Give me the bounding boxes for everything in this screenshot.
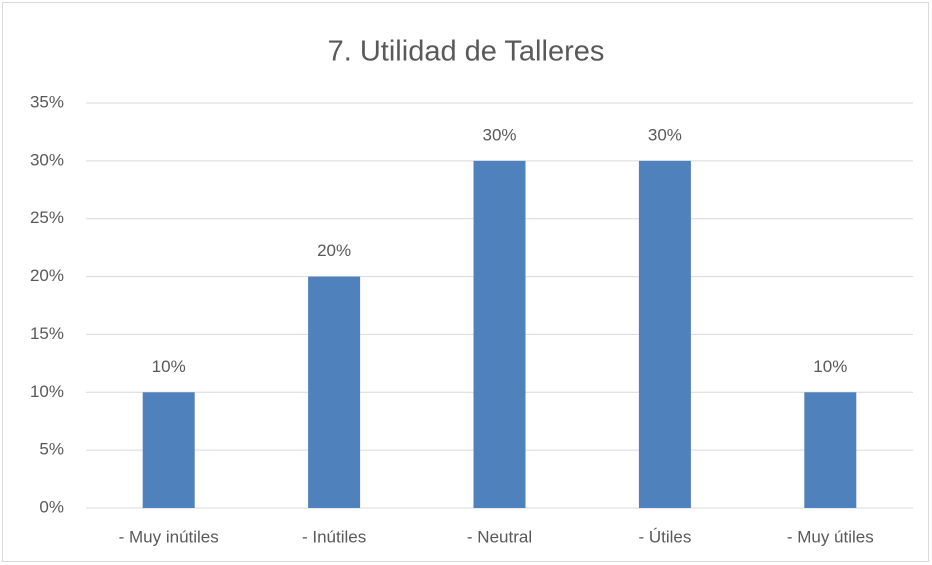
y-tick-label: 35% bbox=[30, 92, 64, 111]
data-label: 30% bbox=[648, 125, 682, 144]
x-tick-label: - Muy útiles bbox=[787, 527, 874, 546]
y-tick-label: 10% bbox=[30, 382, 64, 401]
data-label: 10% bbox=[152, 357, 186, 376]
chart-title: 7. Utilidad de Talleres bbox=[328, 36, 605, 68]
bar bbox=[473, 160, 526, 508]
y-tick-label: 5% bbox=[39, 440, 64, 459]
data-label: 20% bbox=[317, 241, 351, 260]
y-tick-label: 25% bbox=[30, 208, 64, 227]
bar bbox=[638, 160, 691, 508]
bar bbox=[142, 392, 195, 508]
x-tick-label: - Neutral bbox=[467, 527, 532, 546]
y-tick-label: 15% bbox=[30, 324, 64, 343]
x-tick-label: - Útiles bbox=[638, 527, 691, 546]
y-tick-label: 30% bbox=[30, 150, 64, 169]
data-label: 30% bbox=[482, 125, 516, 144]
data-label: 10% bbox=[813, 357, 847, 376]
x-tick-label: - Inútiles bbox=[302, 527, 366, 546]
x-tick-label: - Muy inútiles bbox=[119, 527, 219, 546]
bar bbox=[804, 392, 857, 508]
y-tick-label: 0% bbox=[39, 497, 64, 516]
bar bbox=[308, 276, 361, 508]
y-tick-label: 20% bbox=[30, 266, 64, 285]
